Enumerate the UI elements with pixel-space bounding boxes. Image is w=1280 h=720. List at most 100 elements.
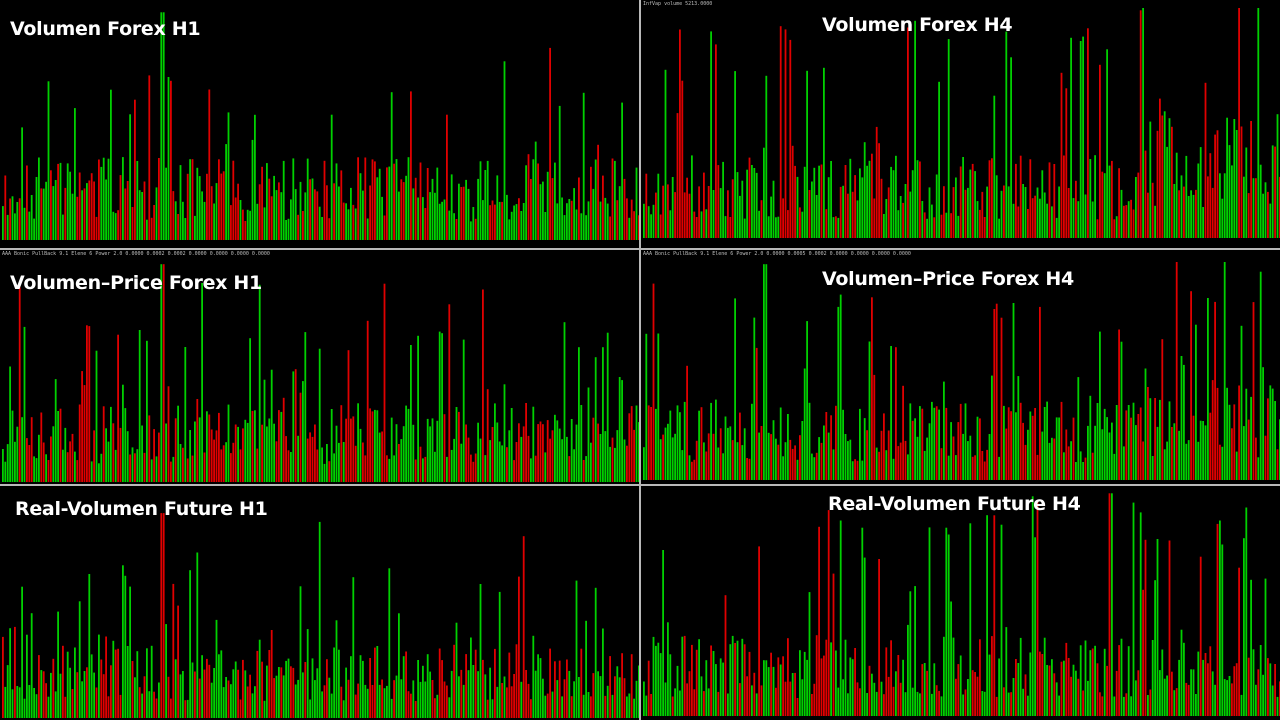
volume-bar	[1214, 684, 1216, 716]
volume-bar	[256, 448, 259, 482]
volume-bar	[542, 424, 544, 482]
volume-bar	[823, 655, 825, 716]
volume-bar	[1036, 501, 1039, 716]
volume-bar	[30, 613, 33, 718]
volume-bar	[736, 442, 739, 480]
volume-bar	[170, 80, 172, 240]
volume-bar	[1240, 325, 1243, 480]
volume-bar	[861, 460, 864, 480]
volume-bar	[1070, 37, 1072, 238]
volume-bar	[1257, 457, 1260, 480]
volume-bar	[566, 436, 568, 482]
volume-bar	[114, 649, 117, 718]
volume-bar	[162, 264, 165, 482]
volume-bar	[369, 408, 371, 482]
volume-bar	[789, 681, 792, 716]
volume-bar	[249, 674, 251, 718]
volume-bar	[938, 409, 940, 480]
volume-bar	[839, 294, 842, 480]
volume-bar	[796, 698, 799, 716]
volume-bar	[393, 680, 395, 718]
volume-bar	[1091, 648, 1094, 716]
volume-bar	[314, 680, 316, 718]
volume-bar	[424, 681, 427, 718]
volume-bar	[914, 20, 916, 238]
volume-bar	[1089, 159, 1092, 238]
volume-bar	[563, 679, 566, 718]
volume-bar	[167, 386, 170, 482]
volume-bar	[52, 186, 55, 240]
volume-bar	[551, 430, 554, 482]
volume-bar	[561, 696, 563, 718]
volume-bar	[923, 212, 926, 238]
volume-bar	[967, 187, 969, 238]
volume-bar	[580, 648, 583, 718]
volume-bar	[1202, 207, 1204, 238]
volume-bar	[554, 414, 556, 482]
volume-bar	[81, 371, 83, 482]
volume-bar	[381, 431, 383, 482]
volume-bar	[606, 685, 609, 718]
volume-bar	[1149, 689, 1152, 716]
volume-bar	[928, 527, 931, 716]
volume-bar	[287, 218, 290, 240]
volume-bar	[626, 198, 628, 240]
volume-bar	[1113, 219, 1116, 238]
volume-bar	[426, 418, 429, 482]
volume-bar	[969, 169, 972, 238]
volume-bar	[909, 191, 912, 238]
volume-bar	[1211, 671, 1214, 716]
volume-bar	[383, 283, 386, 482]
volume-bar	[153, 429, 155, 482]
volume-bar	[266, 426, 268, 482]
volume-bar	[532, 406, 535, 482]
volume-bar	[520, 436, 523, 482]
volume-bar	[47, 460, 50, 482]
volume-bar	[261, 424, 263, 482]
volume-bar	[1276, 696, 1279, 716]
volume-bar	[194, 421, 196, 482]
volume-bar	[947, 534, 950, 716]
volume-bar	[448, 304, 451, 482]
volume-bar	[234, 424, 237, 482]
volume-bar	[14, 626, 16, 718]
volume-bar	[299, 392, 302, 482]
volume-bar	[871, 673, 873, 716]
volume-bar	[494, 403, 496, 482]
volume-bar	[811, 453, 813, 480]
volume-bar	[518, 198, 520, 240]
volume-bar	[561, 197, 563, 240]
volume-bar	[314, 424, 316, 482]
volume-bar	[503, 676, 506, 718]
volume-bar	[580, 405, 583, 482]
volume-bar	[59, 408, 62, 482]
volume-bar	[1125, 205, 1128, 238]
volume-bar	[350, 656, 352, 718]
volume-bar	[64, 187, 67, 240]
volume-bar	[1187, 196, 1190, 238]
volume-bar	[26, 438, 28, 482]
volume-bar	[592, 188, 595, 240]
volume-bar	[525, 670, 527, 718]
volume-bar	[390, 92, 393, 240]
volume-bar	[568, 199, 571, 240]
volume-bar	[386, 455, 388, 482]
volume-bar	[1115, 405, 1118, 480]
volume-bar	[506, 194, 508, 240]
volume-bar	[297, 679, 299, 718]
volume-bar	[724, 595, 727, 716]
volume-bar	[460, 443, 463, 482]
volume-bar	[777, 216, 780, 238]
volume-bar	[177, 405, 179, 482]
volume-bar	[969, 523, 972, 716]
volume-bar	[472, 461, 475, 482]
volume-bar	[1223, 679, 1226, 716]
volume-bar	[196, 167, 199, 240]
volume-bar	[1046, 665, 1048, 716]
volume-bar	[1135, 680, 1137, 716]
volume-bar	[851, 461, 854, 480]
volume-bar	[1067, 658, 1070, 716]
volume-bar	[155, 456, 158, 482]
volume-bar	[1075, 670, 1077, 716]
volume-bar	[1039, 651, 1041, 716]
